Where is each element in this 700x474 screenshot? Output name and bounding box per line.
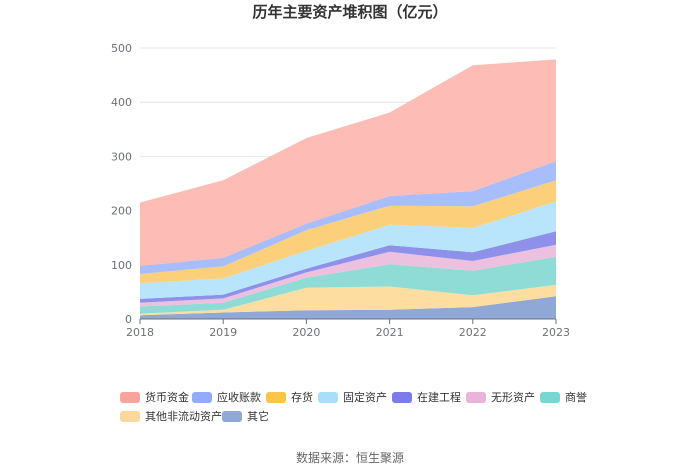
legend-item-应收账款[interactable]: 应收账款 bbox=[192, 390, 261, 404]
legend-swatch bbox=[120, 392, 140, 403]
legend-item-在建工程[interactable]: 在建工程 bbox=[392, 390, 461, 404]
chart-title: 历年主要资产堆积图（亿元） bbox=[252, 3, 447, 21]
legend-label: 其他非流动资产 bbox=[145, 409, 222, 423]
legend-item-其它[interactable]: 其它 bbox=[222, 409, 269, 423]
x-tick-label: 2022 bbox=[459, 326, 487, 339]
x-axis: 2018 2019 2020 2021 2022 2023 bbox=[126, 318, 570, 339]
area-其它[interactable] bbox=[140, 296, 556, 319]
legend-label: 应收账款 bbox=[217, 390, 261, 404]
area-应收账款[interactable] bbox=[140, 161, 556, 274]
y-tick-label: 200 bbox=[111, 205, 132, 218]
legend-swatch bbox=[222, 411, 242, 422]
legend-item-商誉[interactable]: 商誉 bbox=[540, 390, 587, 404]
legend-label: 商誉 bbox=[565, 390, 587, 404]
legend-label: 在建工程 bbox=[417, 390, 461, 404]
area-series-group bbox=[140, 59, 556, 319]
legend-item-无形资产[interactable]: 无形资产 bbox=[466, 390, 535, 404]
legend-label: 无形资产 bbox=[491, 390, 535, 404]
legend-label: 货币资金 bbox=[145, 390, 189, 404]
area-货币资金[interactable] bbox=[140, 59, 556, 266]
legend-swatch bbox=[466, 392, 486, 403]
legend-swatch bbox=[120, 411, 140, 422]
x-tick-label: 2019 bbox=[209, 326, 237, 339]
legend-swatch bbox=[318, 392, 338, 403]
x-tick-label: 2021 bbox=[376, 326, 404, 339]
legend-item-货币资金[interactable]: 货币资金 bbox=[120, 390, 189, 404]
y-tick-label: 0 bbox=[125, 313, 132, 326]
legend-item-存货[interactable]: 存货 bbox=[266, 390, 313, 404]
legend-item-其他非流动资产[interactable]: 其他非流动资产 bbox=[120, 409, 222, 423]
legend-label: 存货 bbox=[291, 390, 313, 404]
legend-swatch bbox=[192, 392, 212, 403]
legend-swatch bbox=[540, 392, 560, 403]
x-tick-label: 2018 bbox=[126, 326, 154, 339]
area-其他非流动资产[interactable] bbox=[140, 284, 556, 316]
y-tick-label: 300 bbox=[111, 150, 132, 163]
legend-label: 其它 bbox=[247, 409, 269, 423]
x-tick-label: 2020 bbox=[292, 326, 320, 339]
area-固定资产[interactable] bbox=[140, 201, 556, 299]
y-tick-label: 500 bbox=[111, 42, 132, 55]
legend-swatch bbox=[266, 392, 286, 403]
data-source-note: 数据来源：恒生聚源 bbox=[296, 450, 404, 465]
legend-swatch bbox=[392, 392, 412, 403]
legend-label: 固定资产 bbox=[343, 390, 387, 404]
legend-item-固定资产[interactable]: 固定资产 bbox=[318, 390, 387, 404]
y-tick-label: 400 bbox=[111, 96, 132, 109]
y-tick-label: 100 bbox=[111, 259, 132, 272]
area-无形资产[interactable] bbox=[140, 244, 556, 307]
y-axis-ticks: 0 100 200 300 400 500 bbox=[111, 42, 132, 326]
area-存货[interactable] bbox=[140, 180, 556, 284]
x-tick-label: 2023 bbox=[542, 326, 570, 339]
area-商誉[interactable] bbox=[140, 256, 556, 314]
